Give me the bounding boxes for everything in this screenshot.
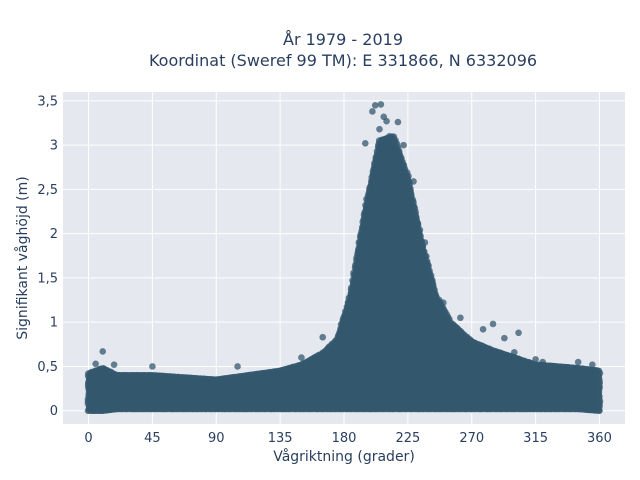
data-points — [84, 101, 604, 415]
chart-title-line2: Koordinat (Sweref 99 TM): E 331866, N 63… — [149, 51, 537, 70]
chart-title-line1: År 1979 - 2019 — [283, 30, 403, 49]
